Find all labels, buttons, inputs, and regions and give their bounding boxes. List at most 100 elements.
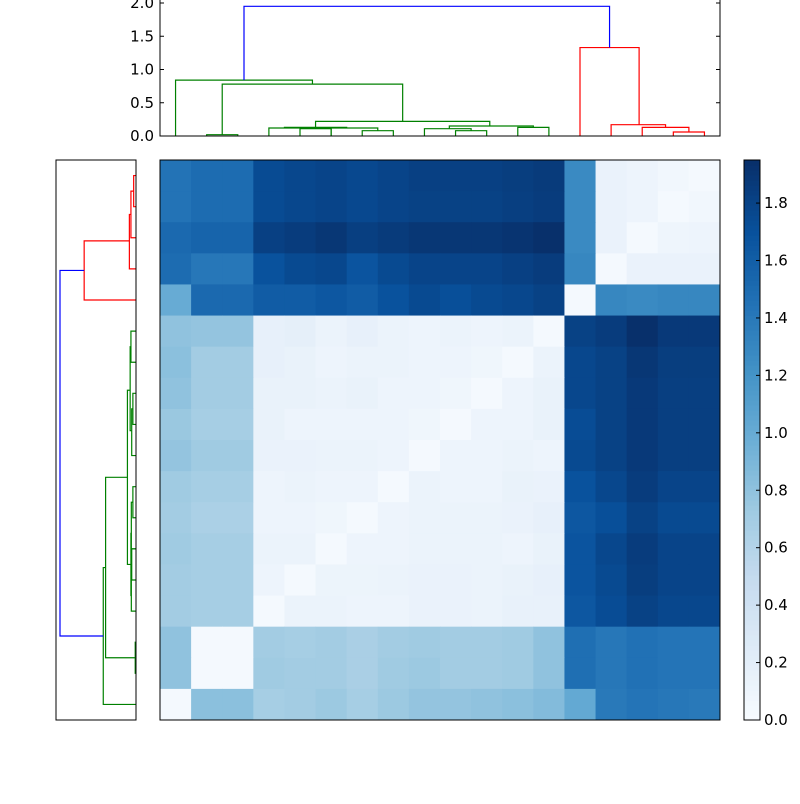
- heatmap-cell: [409, 440, 441, 472]
- heatmap-cell: [253, 253, 285, 285]
- heatmap-cell: [627, 471, 659, 503]
- colorbar-tick-label: 1.4: [764, 309, 788, 327]
- heatmap-cell: [253, 533, 285, 565]
- heatmap-cell: [689, 440, 721, 472]
- heatmap-cell: [191, 440, 223, 472]
- colorbar-segment: [744, 635, 760, 641]
- heatmap-cell: [378, 160, 410, 192]
- heatmap-cell: [689, 160, 721, 192]
- heatmap-cell: [378, 564, 410, 596]
- heatmap-cell: [440, 191, 472, 223]
- dendrogram-link: [84, 241, 136, 300]
- heatmap-cell: [347, 533, 379, 565]
- heatmap-cell: [316, 533, 348, 565]
- heatmap-cell: [191, 160, 223, 192]
- y-tick-label: 0.5: [130, 94, 154, 112]
- colorbar-segment: [744, 505, 760, 511]
- heatmap-cell: [658, 502, 690, 534]
- heatmap-cell: [689, 689, 721, 721]
- heatmap-cell: [564, 378, 596, 410]
- heatmap-cell: [191, 378, 223, 410]
- heatmap-cell: [596, 222, 628, 254]
- heatmap-cell: [533, 627, 565, 659]
- heatmap-cell: [533, 409, 565, 441]
- heatmap-cell: [284, 284, 316, 316]
- heatmap-cell: [409, 160, 441, 192]
- heatmap-cell: [409, 378, 441, 410]
- heatmap-cell: [191, 471, 223, 503]
- heatmap-cell: [316, 627, 348, 659]
- heatmap-cell: [564, 471, 596, 503]
- heatmap-cell: [347, 160, 379, 192]
- heatmap-cell: [502, 658, 534, 690]
- dendrogram-link: [244, 6, 610, 80]
- colorbar-segment: [744, 325, 760, 331]
- heatmap-cell: [347, 253, 379, 285]
- heatmap-cell: [191, 689, 223, 721]
- heatmap-cell: [689, 564, 721, 596]
- colorbar-segment: [744, 640, 760, 646]
- y-tick-label: 1.0: [130, 61, 154, 79]
- colorbar-segment: [744, 665, 760, 671]
- heatmap-cell: [191, 347, 223, 379]
- heatmap-cell: [627, 347, 659, 379]
- heatmap-cell: [284, 253, 316, 285]
- heatmap-cell: [253, 316, 285, 348]
- heatmap-cell: [191, 409, 223, 441]
- heatmap-cell: [316, 378, 348, 410]
- heatmap-cell: [471, 502, 503, 534]
- heatmap-cell: [284, 564, 316, 596]
- heatmap-cell: [347, 347, 379, 379]
- heatmap-cell: [627, 627, 659, 659]
- heatmap-cell: [160, 596, 192, 628]
- colorbar-segment: [744, 515, 760, 521]
- colorbar-tick-label: 0.8: [764, 481, 788, 499]
- heatmap-cell: [533, 471, 565, 503]
- heatmap-cell: [471, 316, 503, 348]
- heatmap-cell: [596, 502, 628, 534]
- colorbar-segment: [744, 240, 760, 246]
- heatmap-cell: [222, 160, 254, 192]
- heatmap-cell: [440, 378, 472, 410]
- heatmap-cell: [502, 316, 534, 348]
- heatmap-cell: [378, 316, 410, 348]
- colorbar-segment: [744, 290, 760, 296]
- colorbar-segment: [744, 470, 760, 476]
- colorbar-segment: [744, 580, 760, 586]
- heatmap-cell: [253, 502, 285, 534]
- heatmap-cell: [440, 160, 472, 192]
- colorbar-segment: [744, 455, 760, 461]
- heatmap-cell: [222, 347, 254, 379]
- heatmap-cell: [658, 191, 690, 223]
- heatmap-cell: [409, 409, 441, 441]
- heatmap-cell: [689, 253, 721, 285]
- heatmap-cell: [160, 471, 192, 503]
- heatmap-cell: [533, 596, 565, 628]
- colorbar-segment: [744, 190, 760, 196]
- colorbar-segment: [744, 385, 760, 391]
- heatmap-cell: [564, 160, 596, 192]
- colorbar-segment: [744, 670, 760, 676]
- heatmap-cell: [533, 347, 565, 379]
- heatmap-cell: [191, 533, 223, 565]
- colorbar-tick-label: 1.2: [764, 366, 788, 384]
- colorbar-segment: [744, 685, 760, 691]
- colorbar-segment: [744, 340, 760, 346]
- dendrogram-link: [132, 549, 136, 580]
- heatmap-cell: [658, 533, 690, 565]
- colorbar-segment: [744, 220, 760, 226]
- heatmap-cell: [409, 689, 441, 721]
- colorbar-segment: [744, 210, 760, 216]
- heatmap-cell: [316, 284, 348, 316]
- colorbar-segment: [744, 350, 760, 356]
- heatmap-cell: [347, 222, 379, 254]
- heatmap-cell: [596, 191, 628, 223]
- heatmap-cell: [347, 409, 379, 441]
- colorbar-segment: [744, 170, 760, 176]
- heatmap-cell: [378, 502, 410, 534]
- heatmap-cell: [222, 658, 254, 690]
- colorbar-segment: [744, 275, 760, 281]
- heatmap-cell: [284, 596, 316, 628]
- heatmap-cell: [378, 471, 410, 503]
- colorbar-segment: [744, 565, 760, 571]
